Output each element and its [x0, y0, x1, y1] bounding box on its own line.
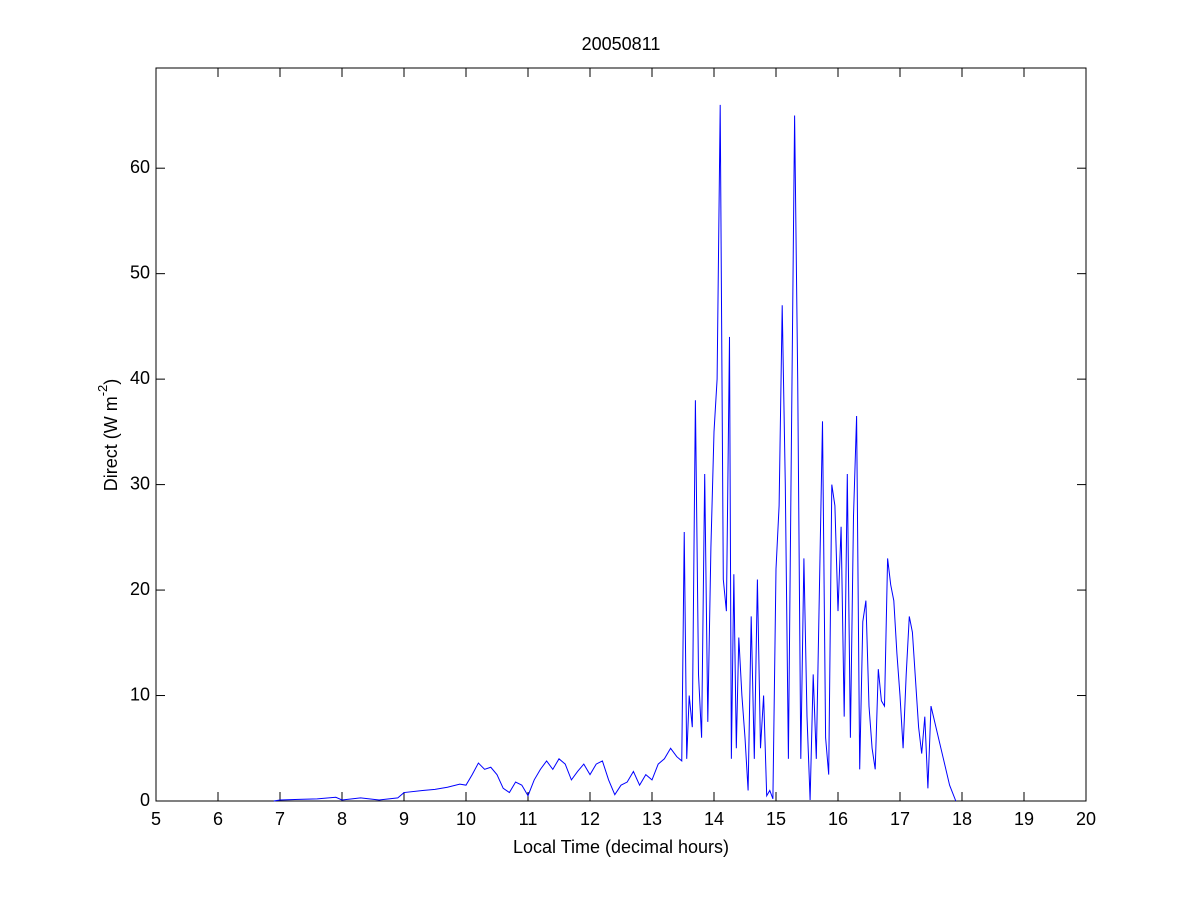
- x-tick-label: 14: [704, 809, 724, 829]
- x-tick-label: 17: [890, 809, 910, 829]
- y-tick-label: 60: [130, 157, 150, 177]
- x-axis-label: Local Time (decimal hours): [513, 837, 729, 857]
- x-tick-label: 5: [151, 809, 161, 829]
- data-line: [273, 104, 957, 802]
- x-tick-label: 15: [766, 809, 786, 829]
- x-tick-label: 19: [1014, 809, 1034, 829]
- y-tick-label: 0: [140, 790, 150, 810]
- x-tick-label: 13: [642, 809, 662, 829]
- x-tick-label: 7: [275, 809, 285, 829]
- x-tick-label: 9: [399, 809, 409, 829]
- x-tick-label: 8: [337, 809, 347, 829]
- y-tick-label: 10: [130, 684, 150, 704]
- y-axis-label-sup: -2: [95, 385, 110, 397]
- plot-area: [155, 67, 1087, 802]
- x-tick-label: 12: [580, 809, 600, 829]
- x-tick-label: 10: [456, 809, 476, 829]
- y-tick-label: 40: [130, 368, 150, 388]
- y-axis-label-end: ): [101, 379, 121, 385]
- y-tick-label: 30: [130, 473, 150, 493]
- chart-title: 20050811: [582, 34, 661, 54]
- y-tick-label: 50: [130, 262, 150, 282]
- y-axis-label: Direct (W m-2): [95, 379, 120, 492]
- x-tick-label: 6: [213, 809, 223, 829]
- x-tick-label: 11: [519, 809, 538, 829]
- x-tick-label: 16: [828, 809, 848, 829]
- y-axis-label-text: Direct (W m: [101, 396, 121, 491]
- x-tick-label: 20: [1076, 809, 1096, 829]
- x-tick-label: 18: [952, 809, 972, 829]
- y-tick-label: 20: [130, 579, 150, 599]
